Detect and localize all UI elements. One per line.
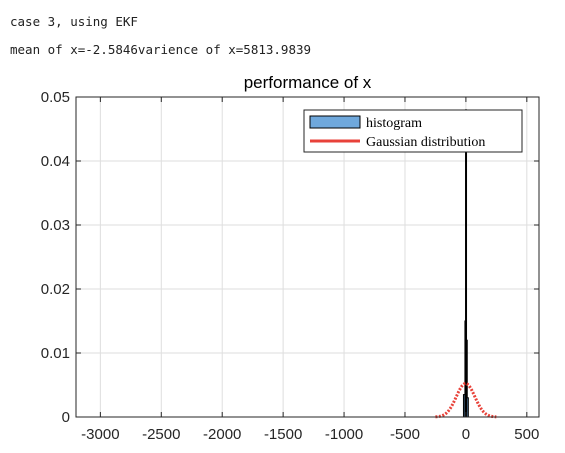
axes-box xyxy=(75,96,540,418)
x-tick-label: -1500 xyxy=(264,426,302,443)
gaussian-curve xyxy=(435,382,497,419)
console-line-case: case 3, using EKF xyxy=(10,14,138,29)
x-tick-label: 500 xyxy=(514,426,539,443)
console-line-stats: mean of x=-2.5846varience of x=5813.9839 xyxy=(10,42,312,57)
y-tick-label: 0.05 xyxy=(41,89,70,106)
series-layer xyxy=(435,109,497,419)
y-tick-label: 0.04 xyxy=(41,153,70,170)
x-tick-label: -1000 xyxy=(325,426,363,443)
x-tick-label: -2000 xyxy=(203,426,241,443)
x-tick-label: -3000 xyxy=(81,426,119,443)
x-tick-label: 0 xyxy=(462,426,470,443)
y-tick-label: 0.02 xyxy=(41,281,70,298)
x-tick-label: -500 xyxy=(390,426,420,443)
y-tick-label: 0.03 xyxy=(41,217,70,234)
legend-label-gaussian: Gaussian distribution xyxy=(366,135,485,150)
legend: histogram Gaussian distribution xyxy=(303,109,523,153)
legend-swatch-histogram xyxy=(309,115,361,129)
x-tick-label: -2500 xyxy=(142,426,180,443)
y-tick-label: 0 xyxy=(62,409,70,426)
histogram-bar xyxy=(466,397,469,418)
y-tick-label: 0.01 xyxy=(41,345,70,362)
ticks: -3000 -2500 -2000 -1500 -1000 -500 0 500 0 0.01 0.… xyxy=(41,89,540,443)
chart-title: performance of x xyxy=(244,73,372,92)
legend-label-histogram: histogram xyxy=(366,116,422,131)
